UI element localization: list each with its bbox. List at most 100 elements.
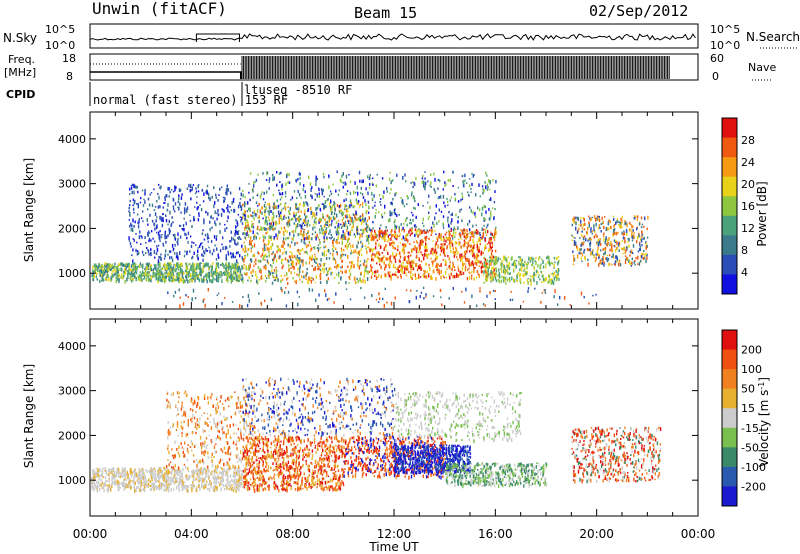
power-point — [533, 272, 535, 277]
power-point — [117, 274, 119, 277]
power-point — [593, 254, 595, 259]
power-point — [500, 262, 502, 267]
power-point — [251, 215, 253, 218]
power-point — [269, 246, 271, 248]
power-point — [160, 273, 162, 275]
power-point — [268, 212, 270, 216]
power-point — [216, 262, 219, 266]
power-point — [379, 257, 381, 261]
power-point — [319, 264, 322, 267]
power-point — [179, 251, 181, 255]
power-point — [494, 256, 496, 259]
power-point — [463, 228, 465, 232]
power-point — [247, 215, 250, 218]
power-point — [479, 243, 481, 246]
power-point — [228, 211, 231, 214]
power-point — [171, 276, 173, 279]
power-point — [315, 211, 318, 216]
power-point — [274, 279, 277, 282]
power-point — [614, 260, 617, 264]
power-point — [260, 193, 263, 196]
power-point — [217, 274, 220, 277]
power-point — [324, 205, 326, 209]
power-point — [120, 275, 122, 279]
power-point — [616, 220, 618, 224]
power-point — [615, 240, 617, 242]
power-point — [490, 197, 492, 201]
power-point — [179, 225, 182, 227]
power-point — [370, 264, 372, 268]
power-point — [214, 244, 216, 247]
power-point — [268, 187, 270, 190]
power-point — [264, 219, 267, 223]
power-point — [200, 273, 202, 277]
power-point — [203, 250, 205, 254]
power-point — [422, 180, 425, 184]
power-point — [352, 223, 354, 226]
power-point — [299, 264, 301, 269]
power-point — [211, 267, 213, 270]
power-point — [278, 217, 280, 221]
power-point — [137, 203, 139, 206]
power-point — [491, 249, 493, 252]
power-point — [164, 232, 166, 237]
power-point — [372, 235, 374, 240]
power-point — [215, 266, 217, 269]
power-point — [345, 288, 348, 291]
power-point — [488, 217, 491, 221]
power-point — [271, 258, 274, 261]
power-point — [612, 215, 614, 218]
power-point — [186, 209, 188, 213]
power-point — [374, 274, 376, 277]
power-point — [447, 204, 449, 206]
power-point — [271, 252, 273, 256]
power-point — [330, 271, 332, 276]
power-point — [123, 273, 125, 276]
power-point — [479, 234, 481, 236]
power-point — [323, 203, 325, 207]
power-point — [398, 225, 400, 230]
colorbar-segment — [722, 118, 737, 139]
power-point — [490, 233, 492, 236]
power-point — [442, 248, 444, 251]
power-point — [405, 234, 407, 239]
power-point — [137, 221, 139, 224]
power-point — [298, 207, 300, 212]
power-point — [321, 203, 324, 205]
power-point — [380, 258, 382, 262]
power-point — [137, 225, 140, 229]
power-point — [296, 197, 298, 200]
power-point — [253, 181, 255, 184]
power-point — [291, 230, 293, 233]
power-point — [430, 173, 432, 176]
power-point — [208, 274, 211, 278]
power-point — [542, 274, 544, 278]
power-point — [187, 296, 189, 299]
power-point — [484, 181, 486, 184]
power-point — [418, 256, 420, 260]
power-point — [317, 263, 319, 268]
power-point — [141, 189, 144, 192]
power-point — [365, 187, 367, 191]
power-point — [300, 258, 302, 263]
power-point — [378, 297, 381, 301]
power-point — [215, 264, 217, 267]
power-point — [202, 279, 205, 283]
power-point — [213, 270, 215, 274]
power-point — [285, 195, 287, 198]
power-point — [422, 174, 424, 178]
power-point — [258, 292, 260, 295]
power-point — [135, 277, 137, 279]
power-point — [415, 225, 417, 229]
power-point — [135, 185, 137, 189]
power-point — [485, 279, 487, 282]
power-point — [532, 277, 534, 279]
power-point — [378, 257, 380, 260]
power-point — [225, 268, 228, 271]
power-point — [325, 253, 328, 257]
power-point — [488, 259, 490, 263]
power-point — [124, 279, 126, 284]
power-point — [257, 259, 260, 263]
power-point — [253, 264, 255, 267]
power-point — [178, 188, 181, 192]
